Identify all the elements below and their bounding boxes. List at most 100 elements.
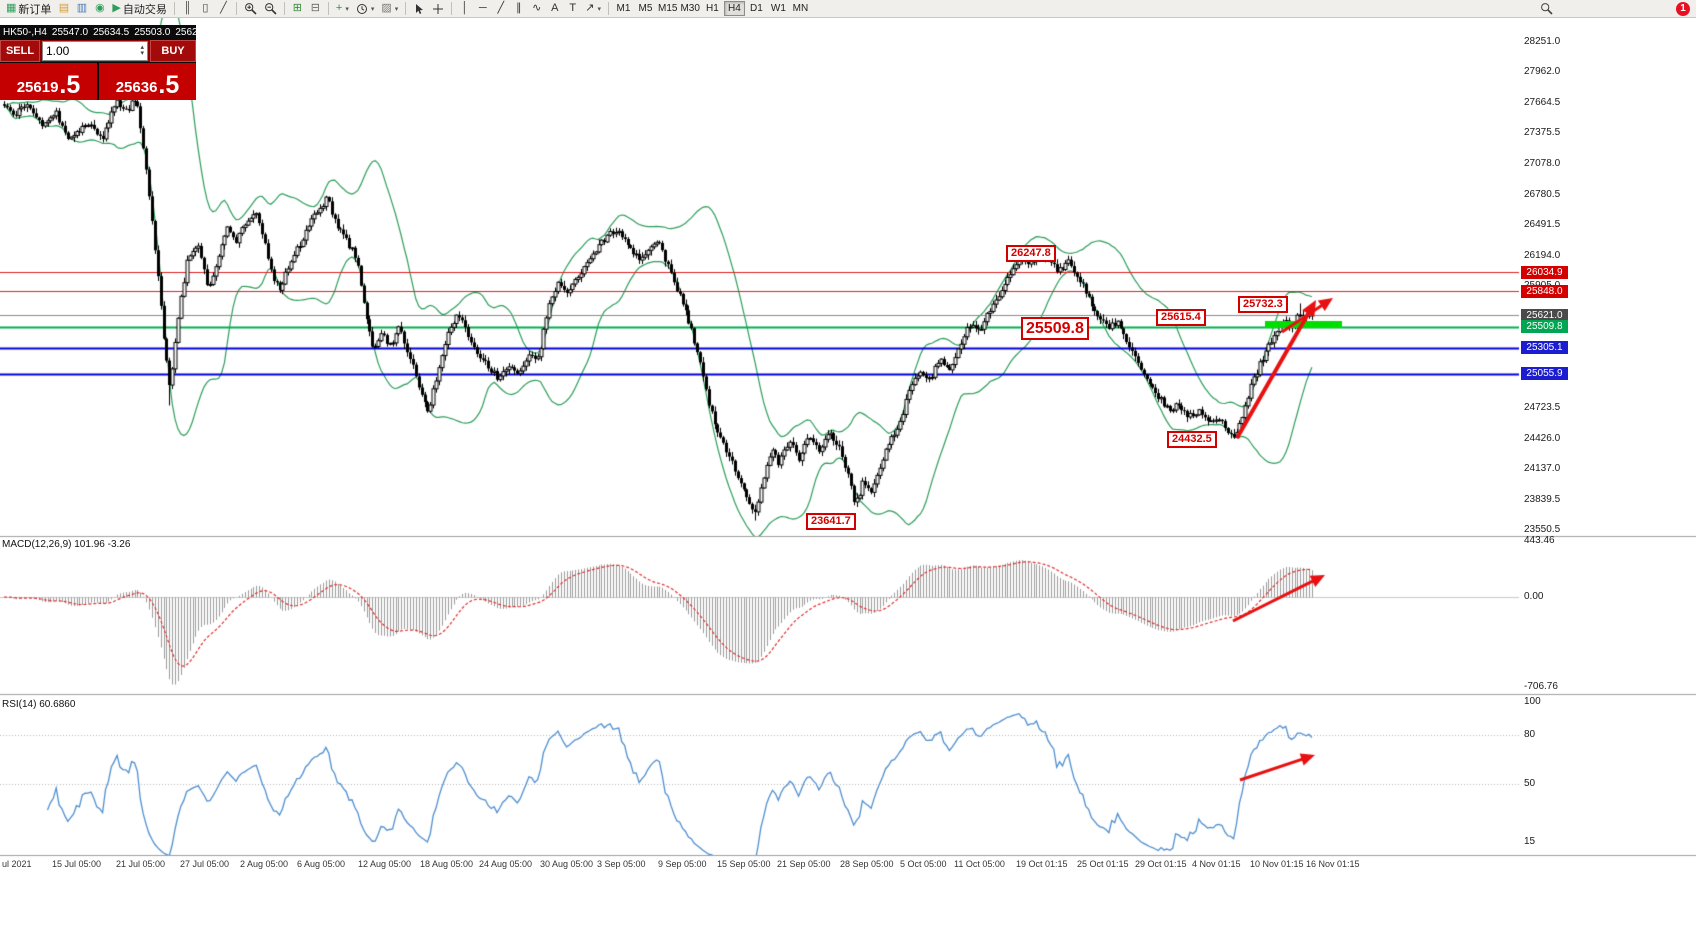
cursor-icon [413, 3, 425, 15]
volume-stepper[interactable]: ▴ ▾ [140, 44, 144, 57]
indicator-plus-icon: + [335, 2, 343, 14]
time-axis-label: 3 Sep 05:00 [597, 859, 646, 869]
price-axis-tick: 27078.0 [1524, 157, 1561, 169]
vertical-line-button[interactable]: │ [456, 1, 473, 17]
new-order-button-label: 新订单 [18, 3, 52, 16]
clock-icon [356, 3, 368, 15]
timeframe-m15-button[interactable]: M15 [658, 3, 678, 14]
notification-badge[interactable]: 1 [1676, 1, 1690, 16]
line-icon: ╱ [220, 2, 227, 14]
text-button[interactable]: A [546, 1, 563, 17]
buy-price-display[interactable]: 25636 .5 [99, 63, 196, 100]
bar-chart-button[interactable]: ║ [179, 1, 196, 17]
price-annotation[interactable]: 24432.5 [1167, 431, 1217, 448]
channel-icon: ∥ [516, 2, 522, 14]
toolbar-separator [173, 2, 175, 15]
volume-down-icon[interactable]: ▾ [140, 50, 144, 57]
bars-icon: ║ [183, 2, 192, 14]
price-annotation[interactable]: 25615.4 [1156, 309, 1206, 326]
periods-button[interactable]: ▾ [353, 1, 378, 17]
rsi-axis-tick: 50 [1524, 778, 1536, 790]
chevron-down-icon: ▾ [597, 5, 601, 13]
toolbar-separator [235, 2, 237, 15]
buy-button[interactable]: BUY [150, 40, 196, 62]
rsi-axis-tick: 80 [1524, 728, 1536, 740]
low-price: 25503.0 [134, 27, 171, 38]
cascade-icon: ⊟ [310, 2, 320, 14]
candlestick-chart-button[interactable]: ▯ [197, 1, 214, 17]
timeframe-m1-button[interactable]: M1 [616, 3, 631, 14]
trendline-button[interactable]: ╱ [492, 1, 509, 17]
candles-icon: ▯ [202, 2, 209, 14]
chevron-down-icon: ▾ [394, 5, 399, 13]
sell-price-display[interactable]: 25619 .5 [0, 63, 97, 100]
zoom-out-button[interactable] [261, 1, 280, 17]
new-order-button[interactable]: ▦ 新订单 [3, 1, 54, 17]
time-axis-label: 9 Sep 05:00 [658, 859, 707, 869]
price-axis-tick: 27375.5 [1524, 126, 1561, 138]
chart-window-button[interactable]: ▤ [55, 1, 72, 17]
cursor-button[interactable] [410, 1, 428, 17]
indicators-button[interactable]: + ▾ [333, 1, 352, 17]
toolbar-separator [283, 2, 285, 15]
templates-button[interactable]: ▨ ▾ [378, 1, 401, 17]
trade-price-row: 25619 .5 25636 .5 [0, 62, 196, 100]
zoom-in-button[interactable] [241, 1, 260, 17]
time-axis-label: 24 Aug 05:00 [479, 859, 533, 869]
timeframe-d1-button[interactable]: D1 [750, 3, 763, 14]
sell-button[interactable]: SELL [0, 40, 40, 62]
time-axis-label: 29 Oct 01:15 [1135, 859, 1187, 869]
crosshair-button[interactable] [429, 1, 447, 17]
macd-axis-tick: 0.00 [1524, 591, 1544, 602]
magnifier-icon [1540, 2, 1553, 15]
price-level-badge: 25305.1 [1521, 341, 1568, 355]
cascade-windows-button[interactable]: ⊟ [307, 1, 324, 17]
equidistant-channel-button[interactable]: ∥ [510, 1, 527, 17]
timeframe-m30-button[interactable]: M30 [680, 3, 700, 14]
chart-ohlc-header: HK50-,H4 25547.0 25634.5 25503.0 25621.0 [0, 25, 212, 40]
sell-price-int: 25619 [16, 78, 59, 96]
auto-trading-button[interactable]: ▶ 自动交易 [109, 1, 169, 17]
timeframe-h4-button[interactable]: H4 [723, 1, 745, 16]
time-axis-label: 11 Oct 05:00 [954, 859, 1005, 869]
chart-overlay: 28251.0 27962.0 27664.5 27375.5 27078.0 26780… [0, 18, 1696, 945]
volume-input[interactable]: 1.00 ▴ ▾ [42, 41, 148, 61]
new-order-icon: ▦ [6, 2, 17, 14]
one-click-trading-panel: HK50-,H4 25547.0 25634.5 25503.0 25621.0… [0, 25, 212, 100]
toolbar: ▦ 新订单 ▤ ▥ ◉ ▶ 自动交易 ║ ▯ ╱ ⊞ ⊟ + ▾ ▾ ▨ ▾ │ ─ ╱ ∥ ∿ A T ↗ ▾ M1 M5 M15 M3… [0, 0, 1696, 18]
arrows-button[interactable]: ↗ ▾ [582, 1, 604, 17]
price-annotation[interactable]: 23641.7 [806, 513, 856, 530]
timeframe-w1-button[interactable]: W1 [770, 3, 786, 14]
timeframe-h1-button[interactable]: H1 [706, 3, 719, 14]
market-watch-button[interactable]: ◉ [91, 1, 108, 17]
chart-area[interactable]: 28251.0 27962.0 27664.5 27375.5 27078.0 26780… [0, 18, 1696, 945]
depth-of-market-button[interactable]: ▥ [73, 1, 90, 17]
fibonacci-button[interactable]: ∿ [528, 1, 545, 17]
price-level-badge: 25621.0 [1521, 308, 1568, 322]
price-axis-tick: 27962.0 [1524, 66, 1561, 77]
search-button[interactable] [1537, 1, 1556, 17]
time-axis-label: ul 2021 [2, 859, 32, 869]
buy-price-int: 25636 [115, 78, 158, 96]
toolbar-separator [608, 2, 609, 15]
price-chart-canvas[interactable] [0, 18, 1696, 873]
price-annotation[interactable]: 25732.3 [1238, 296, 1288, 313]
trade-controls-row: SELL 1.00 ▴ ▾ BUY [0, 40, 196, 62]
price-axis-tick: 24426.0 [1524, 433, 1561, 445]
text-label-button[interactable]: T [564, 1, 581, 17]
line-chart-button[interactable]: ╱ [215, 1, 232, 17]
price-level-badge: 25055.9 [1521, 367, 1568, 381]
rsi-value: 60.6860 [39, 699, 76, 710]
horizontal-line-button[interactable]: ─ [474, 1, 491, 17]
volume-up-icon[interactable]: ▴ [140, 44, 144, 51]
tile-windows-button[interactable]: ⊞ [289, 1, 306, 17]
timeframe-mn-button[interactable]: MN [792, 3, 809, 14]
timeframe-m5-button[interactable]: M5 [638, 3, 653, 14]
close-price: 25621.0 [175, 27, 212, 38]
price-annotation[interactable]: 25509.8 [1021, 317, 1089, 340]
chart-frame-icon: ▤ [58, 2, 70, 14]
fibo-icon: ∿ [532, 2, 542, 14]
price-annotation[interactable]: 26247.8 [1006, 245, 1056, 262]
book-icon: ▥ [76, 2, 88, 14]
price-axis-tick: 27664.5 [1524, 96, 1561, 108]
